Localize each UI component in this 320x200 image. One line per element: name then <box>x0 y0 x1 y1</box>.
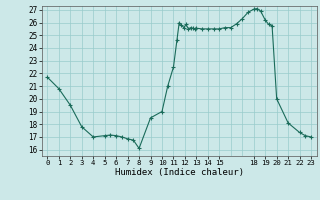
X-axis label: Humidex (Indice chaleur): Humidex (Indice chaleur) <box>115 168 244 177</box>
